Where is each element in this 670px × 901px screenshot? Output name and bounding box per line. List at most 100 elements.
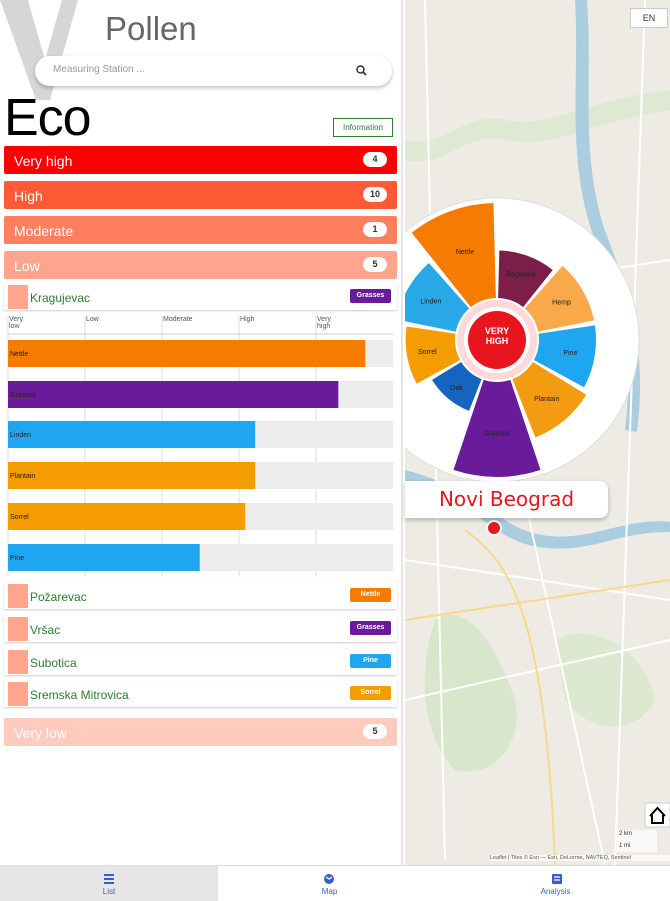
bottom-nav: List Map Analysis — [0, 865, 670, 901]
x-tick-label: Low — [86, 316, 99, 323]
bar — [8, 381, 339, 408]
nav-icon — [104, 874, 114, 884]
station-row[interactable]: Vršac Grasses — [4, 616, 397, 642]
level-name: Very high — [14, 153, 73, 169]
wheel-center — [468, 311, 526, 369]
level-count: 5 — [363, 257, 387, 272]
station-row[interactable]: Sremska Mitrovica Sorrel — [4, 681, 397, 707]
location-label: Novi Beograd — [405, 481, 608, 518]
bar-label: Pine — [10, 555, 24, 562]
logo-mark — [0, 0, 78, 100]
info-button[interactable]: Information — [333, 118, 393, 137]
bar — [8, 544, 200, 571]
wheel[interactable]: Grasses Plantain Pine Hemp Ragweed Nettle Lind… — [405, 197, 640, 483]
station-swatch — [8, 285, 28, 309]
level-name: Moderate — [14, 223, 74, 239]
level-row[interactable]: Moderate 1 — [4, 216, 397, 244]
station-name: Subotica — [30, 656, 77, 670]
x-tick-label: Very high — [317, 316, 332, 330]
bar — [8, 503, 246, 530]
station-swatch — [8, 617, 28, 641]
petal-label: Sorrel — [418, 349, 437, 356]
petal-label: Pine — [563, 350, 577, 357]
map[interactable]: Grasses Plantain Pine Hemp Ragweed Nettle Lind… — [405, 0, 670, 865]
level-chart: Nettle Grasses Linden Plantain Sorrel Pine — [7, 316, 393, 576]
search-box[interactable]: Measuring Station ... — [35, 56, 392, 86]
x-tick-label: Very low — [9, 316, 24, 330]
petal-label: Plantain — [534, 396, 559, 403]
level-row[interactable]: Low 5 — [4, 251, 397, 279]
logo — [0, 0, 78, 100]
bar-label: Grasses — [10, 392, 37, 399]
wheel-petal — [411, 203, 496, 308]
allergen-badge: Pine — [350, 654, 391, 668]
station-name: Požarevac — [30, 590, 87, 604]
level-row[interactable]: Very low 5 — [4, 718, 397, 746]
nav-tab-analysis[interactable]: Analysis — [441, 866, 670, 901]
bar — [8, 462, 256, 489]
wheel-petal — [405, 263, 470, 332]
app-title: Pollen — [105, 10, 197, 47]
nav-tab-list[interactable]: List — [0, 866, 218, 901]
attribution: Leaflet | Tiles © Esri — Esri, DeLorme, … — [490, 855, 670, 861]
home-icon — [649, 806, 666, 824]
search-icon — [356, 65, 367, 76]
brand: Eco — [4, 89, 92, 147]
station-row[interactable]: Subotica Pine — [4, 649, 397, 675]
language-button[interactable]: EN — [630, 8, 668, 28]
scale-km: 2 km — [619, 831, 633, 837]
petal-label: Hemp — [552, 300, 571, 307]
level-count: 1 — [363, 222, 387, 237]
map-marker[interactable] — [486, 520, 502, 536]
petal-label: Nettle — [456, 249, 474, 256]
map-road — [405, 529, 670, 865]
allergen-badge: Nettle — [350, 588, 391, 602]
petal-label: Linden — [420, 299, 441, 306]
x-tick-label: High — [240, 316, 255, 323]
petal-label: Ragweed — [506, 271, 536, 278]
nav-icon — [324, 874, 334, 884]
bar-label: Sorrel — [10, 514, 29, 521]
level-name: High — [14, 188, 43, 204]
petal-label: Oak — [450, 385, 463, 392]
station-swatch — [8, 584, 28, 608]
bar-label: Plantain — [10, 473, 35, 480]
level-row[interactable]: High 10 — [4, 181, 397, 209]
map-park — [405, 90, 670, 162]
station-row[interactable]: Kragujevac Grasses — [4, 284, 397, 310]
wheel-petal — [524, 265, 595, 332]
petal-label: Grasses — [484, 430, 511, 437]
allergen-badge: Grasses — [350, 621, 391, 635]
station-swatch — [8, 650, 28, 674]
wheel-petal — [405, 326, 461, 384]
level-count: 5 — [363, 724, 387, 739]
station-name: Sremska Mitrovica — [30, 688, 129, 702]
allergen-badge: Grasses — [350, 289, 391, 303]
wheel-petal — [512, 361, 587, 438]
allergen-badge: Sorrel — [350, 686, 391, 700]
wheel-petal — [453, 379, 541, 477]
list-panel: Pollen Measuring Station ... Eco Informa… — [0, 0, 403, 865]
bar-label: Linden — [10, 432, 31, 439]
nav-label: List — [102, 887, 116, 896]
x-tick-label: Moderate — [163, 316, 193, 323]
search-placeholder: Measuring Station ... — [53, 64, 145, 75]
station-swatch — [8, 682, 28, 706]
station-row[interactable]: Požarevac Nettle — [4, 583, 397, 609]
level-name: Low — [14, 258, 40, 274]
wheel-petal — [498, 250, 553, 308]
map-park — [555, 633, 655, 727]
scale-mi: 1 mi — [619, 843, 631, 849]
nav-icon — [552, 874, 562, 884]
wheel-petal — [533, 325, 596, 388]
scale-box — [617, 830, 657, 852]
level-count: 10 — [363, 187, 387, 202]
wheel-center-label: VERY HIGH — [484, 326, 510, 346]
level-count: 4 — [363, 152, 387, 167]
nav-tab-map[interactable]: Map — [218, 866, 441, 901]
station-name: Vršac — [30, 623, 61, 637]
bar — [8, 340, 366, 367]
level-name: Very low — [14, 725, 67, 741]
level-row[interactable]: Very high 4 — [4, 146, 397, 174]
